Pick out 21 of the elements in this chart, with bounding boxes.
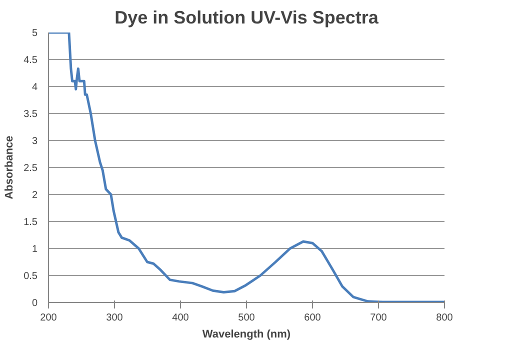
y-tick-label: 3.5 (24, 109, 38, 120)
y-tick-label: 5 (32, 28, 38, 39)
chart-title: Dye in Solution UV-Vis Spectra (114, 8, 380, 28)
x-tick-label: 700 (370, 312, 388, 324)
y-tick-label: 2 (32, 190, 38, 201)
y-axis-title: Absorbance (4, 136, 16, 200)
x-axis-title: Wavelength (nm) (202, 328, 291, 340)
y-tick-label: 1.5 (24, 217, 38, 228)
x-tick-label: 600 (304, 312, 322, 324)
y-tick-label: 0 (32, 298, 38, 309)
y-tick-label: 0.5 (24, 271, 38, 282)
x-tick-label: 400 (172, 312, 190, 324)
y-tick-label: 1 (32, 244, 38, 255)
y-tick-label: 3 (32, 136, 38, 147)
x-tick-label: 500 (238, 312, 256, 324)
y-tick-label: 4.5 (24, 55, 38, 66)
x-tick-label: 800 (436, 312, 454, 324)
x-tick-label: 200 (40, 312, 58, 324)
y-tick-label: 4 (32, 82, 38, 93)
y-tick-label: 2.5 (24, 163, 38, 174)
x-tick-label: 300 (106, 312, 124, 324)
